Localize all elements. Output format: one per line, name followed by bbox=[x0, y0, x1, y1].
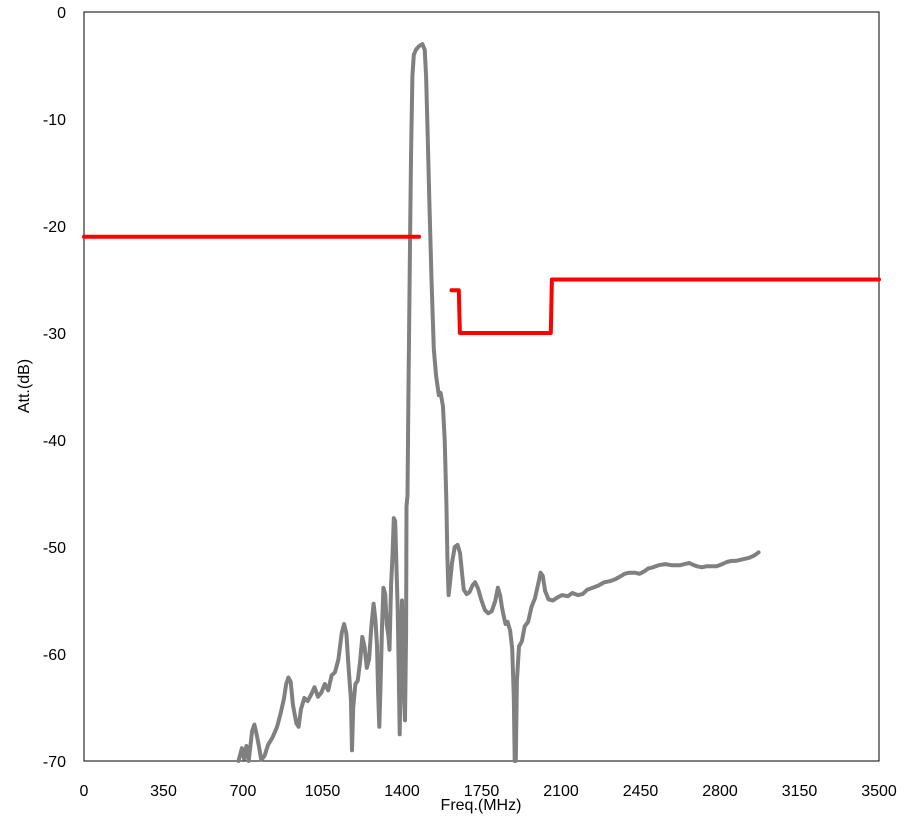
x-tick-label: 1750 bbox=[464, 783, 500, 800]
x-tick-label: 2100 bbox=[543, 783, 579, 800]
attenuation-response-line bbox=[236, 42, 761, 763]
x-tick-labels: 0 350 700 1050 1400 1750 2100 2450 2800 3150 3500 bbox=[80, 783, 897, 800]
y-tick-label: 0 bbox=[57, 5, 66, 22]
series-layer bbox=[82, 42, 881, 763]
y-tick-label: -70 bbox=[43, 754, 66, 771]
x-tick-label: 2450 bbox=[623, 783, 659, 800]
x-tick-label: 3150 bbox=[782, 783, 818, 800]
y-axis-title: Att.(dB) bbox=[16, 359, 33, 413]
x-axis-title: Freq.(MHz) bbox=[441, 797, 522, 814]
x-tick-label: 0 bbox=[80, 783, 89, 800]
y-tick-label: -10 bbox=[43, 112, 66, 129]
x-tick-label: 700 bbox=[230, 783, 257, 800]
plot-background bbox=[83, 11, 880, 762]
y-tick-label: -30 bbox=[43, 326, 66, 343]
x-tick-label: 3500 bbox=[861, 783, 897, 800]
limit-mask-line bbox=[82, 234, 881, 335]
y-tick-label: -60 bbox=[43, 647, 66, 664]
y-tick-labels: 0 -10 -20 -30 -40 -50 -60 -70 bbox=[43, 5, 66, 771]
y-tick-label: -20 bbox=[43, 219, 66, 236]
x-tick-label: 1050 bbox=[305, 783, 341, 800]
y-tick-label: -50 bbox=[43, 540, 66, 557]
y-tick-label: -40 bbox=[43, 433, 66, 450]
x-tick-label: 2800 bbox=[702, 783, 738, 800]
x-tick-label: 1400 bbox=[384, 783, 420, 800]
x-tick-label: 350 bbox=[150, 783, 177, 800]
